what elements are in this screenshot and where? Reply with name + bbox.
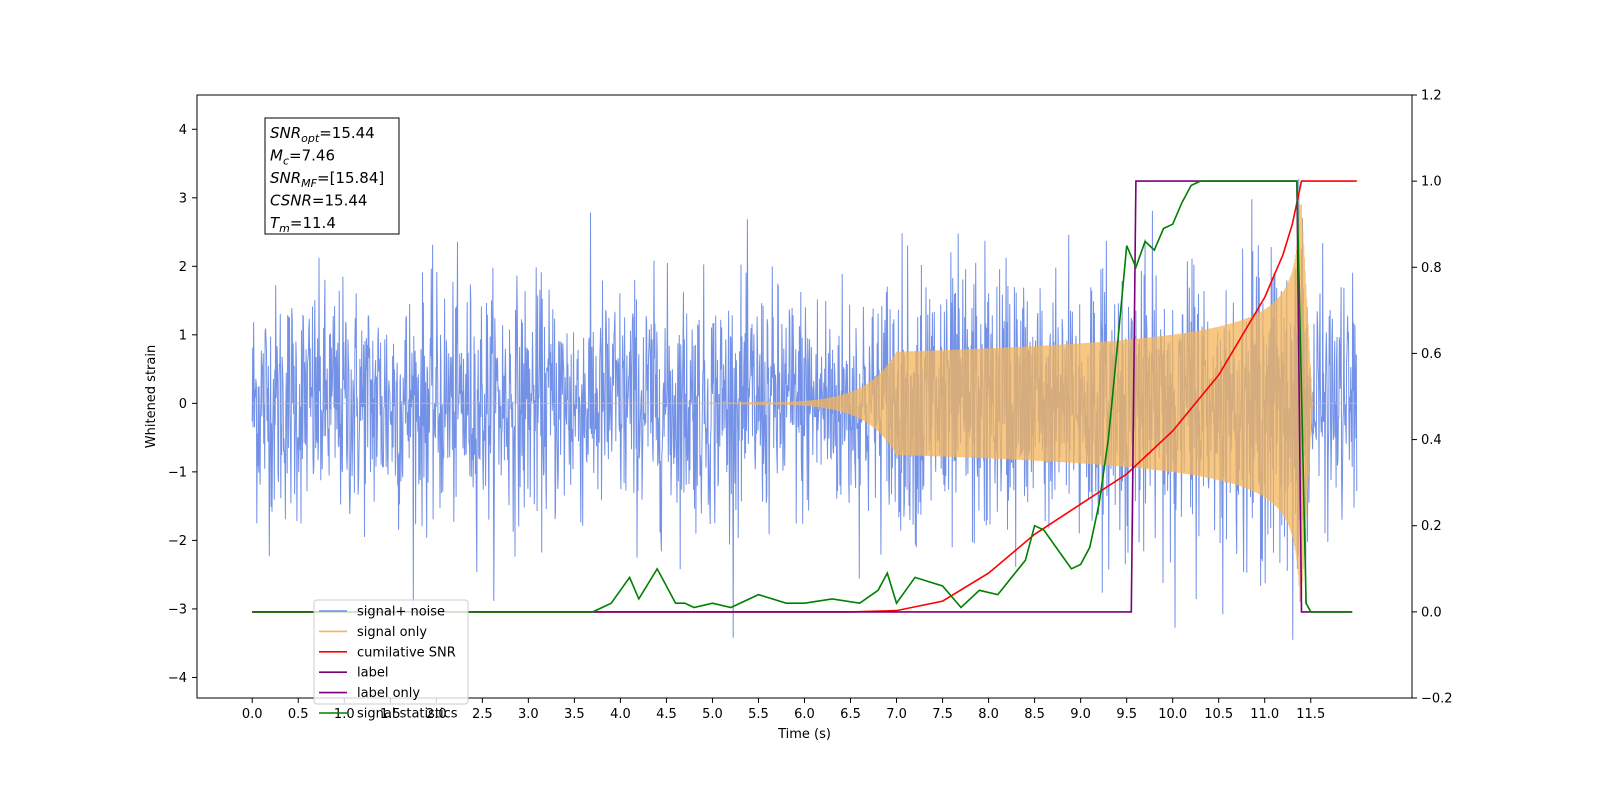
legend-entry: label only	[357, 686, 420, 701]
x-tick-label: 11.0	[1250, 707, 1279, 722]
x-tick-label: 5.0	[702, 707, 723, 722]
y-tick-label: 3	[179, 191, 187, 206]
x-tick-label: 10.5	[1204, 707, 1233, 722]
x-tick-label: 1.5	[380, 707, 401, 722]
y-tick-label: −2	[168, 534, 187, 549]
y2-tick-label: 0.6	[1421, 347, 1442, 362]
x-tick-label: 9.5	[1116, 707, 1137, 722]
x-tick-label: 9.0	[1070, 707, 1091, 722]
y-tick-label: −4	[168, 671, 187, 686]
y-tick-label: 0	[179, 397, 187, 412]
y2-tick-label: 0.8	[1421, 261, 1442, 276]
y-tick-label: 4	[179, 123, 187, 138]
x-tick-label: 1.0	[334, 707, 355, 722]
stat-tm: Tm=11.4	[270, 214, 336, 235]
series-signal-noise	[251, 178, 1358, 640]
legend: signal+ noise signal only cumilative SNR la…	[313, 599, 469, 722]
x-tick-label: 5.5	[748, 707, 769, 722]
stat-snr-opt: SNRopt=15.44	[270, 124, 375, 145]
x-tick-label: 10.0	[1158, 707, 1187, 722]
x-axis-label: Time (s)	[777, 727, 831, 742]
x-tick-label: 2.0	[426, 707, 447, 722]
y-tick-label: 1	[179, 328, 187, 343]
legend-entry: signal only	[357, 625, 427, 640]
y-tick-label: 2	[179, 260, 187, 275]
x-tick-label: 0.5	[288, 707, 309, 722]
plot-area	[251, 178, 1358, 640]
x-tick-label: 2.5	[472, 707, 493, 722]
x-tick-label: 3.5	[564, 707, 585, 722]
x-tick-label: 0.0	[242, 707, 263, 722]
x-tick-label: 3.0	[518, 707, 539, 722]
x-tick-label: 7.5	[932, 707, 953, 722]
x-tick-label: 4.0	[610, 707, 631, 722]
legend-frame	[313, 599, 469, 705]
series-signal-only	[252, 204, 1357, 603]
y2-tick-label: −0.2	[1421, 692, 1453, 707]
x-tick-label: 11.5	[1296, 707, 1325, 722]
axes: 0.0 0.5 1.0 1.5 2.0 2.5 3.0 3.5 4.0 4.5 5.0 5.5 6.0 6…	[144, 89, 1453, 743]
stat-snr-mf: SNRMF=[15.84]	[270, 169, 384, 190]
y2-tick-label: 1.2	[1421, 89, 1442, 104]
series-cumulative-snr	[252, 180, 1357, 613]
legend-entry: label	[357, 666, 388, 681]
legend-entry: signal statistics	[357, 707, 458, 722]
x-tick-label: 4.5	[656, 707, 677, 722]
legend-entry: signal+ noise	[357, 605, 445, 620]
y-tick-label: −1	[168, 465, 187, 480]
stat-mc: Mc=7.46	[270, 147, 335, 168]
y-axis-label: Whitened strain	[144, 345, 159, 448]
y2-tick-label: 0.0	[1421, 605, 1442, 620]
legend-entry: cumilative SNR	[357, 645, 456, 660]
x-tick-label: 6.5	[840, 707, 861, 722]
stat-csnr: CSNR=15.44	[270, 192, 367, 210]
y2-tick-label: 0.4	[1421, 433, 1442, 448]
stats-box-frame	[264, 117, 400, 235]
y2-tick-label: 0.2	[1421, 519, 1442, 534]
x-tick-label: 8.0	[978, 707, 999, 722]
series-signal-statistics	[252, 180, 1353, 613]
x-tick-label: 7.0	[886, 707, 907, 722]
x-tick-label: 6.0	[794, 707, 815, 722]
x-tick-label: 8.5	[1024, 707, 1045, 722]
y2-tick-label: 1.0	[1421, 175, 1442, 190]
y-tick-label: −3	[168, 602, 187, 617]
